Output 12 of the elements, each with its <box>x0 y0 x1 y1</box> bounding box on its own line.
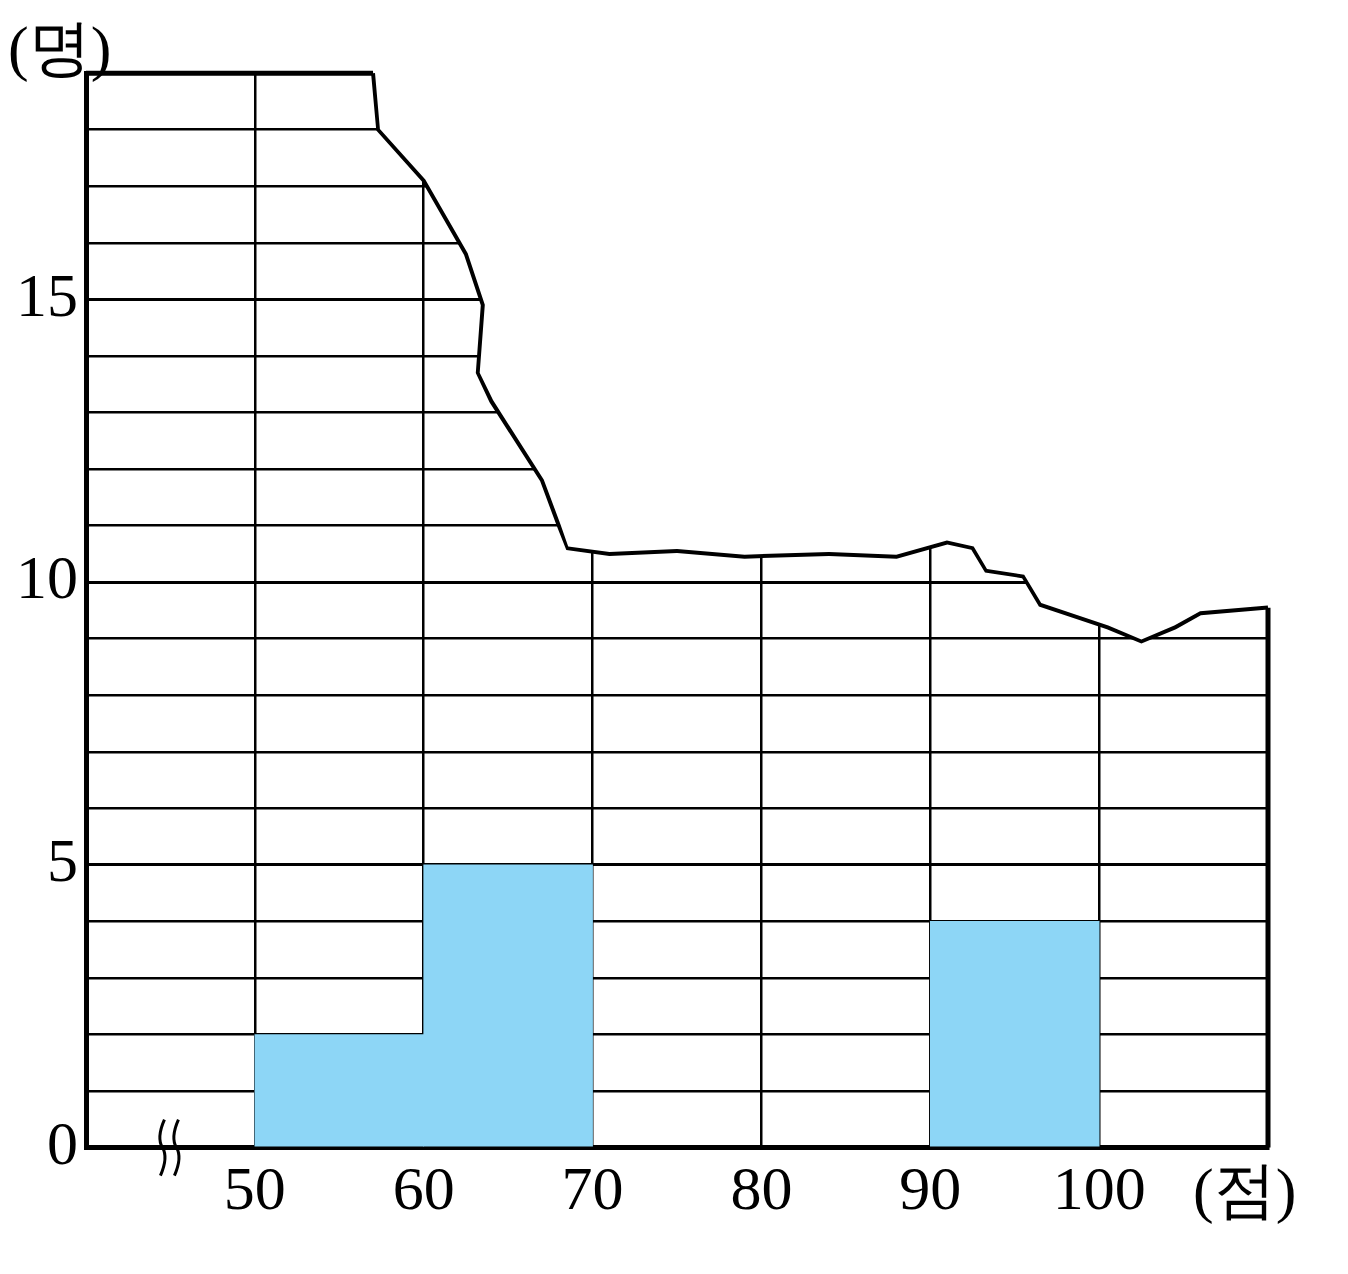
y-tick-label: 15 <box>16 260 78 329</box>
y-axis-title: (명) <box>8 13 112 84</box>
x-tick-label: 50 <box>223 1154 286 1223</box>
y-tick-label: 5 <box>47 826 78 895</box>
y-tick-label: 10 <box>16 543 78 612</box>
x-tick-label: 90 <box>899 1154 962 1223</box>
x-tick-label: 70 <box>561 1154 624 1223</box>
x-tick-label: 100 <box>1052 1154 1146 1223</box>
x-axis-title: (점) <box>1193 1154 1297 1226</box>
x-tick-label: 60 <box>392 1154 455 1223</box>
x-tick-label: 80 <box>730 1154 793 1223</box>
y-tick-label: 0 <box>47 1108 78 1177</box>
